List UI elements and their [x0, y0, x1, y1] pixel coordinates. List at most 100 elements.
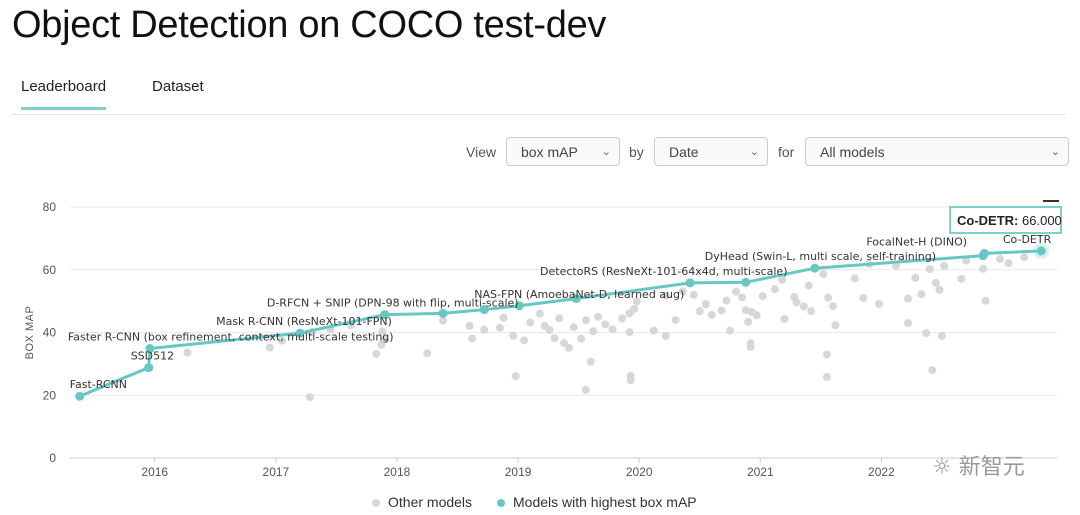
other-model-point [550, 334, 559, 343]
other-model-point [726, 326, 735, 335]
best-model-point [145, 344, 155, 354]
best-model-point [685, 278, 695, 288]
tooltip-model: Co-DETR: [957, 213, 1019, 228]
other-model-point [707, 310, 716, 319]
model-label: D-RFCN + SNIP (DPN-98 with flip, multi-s… [267, 297, 519, 310]
models-select-value: All models [820, 144, 885, 160]
other-model-point [931, 278, 940, 287]
page-title: Object Detection on COCO test-dev [12, 4, 607, 46]
model-label: DyHead (Swin-L, multi scale, self-traini… [705, 250, 936, 263]
best-model-point [479, 305, 489, 315]
best-models-series [75, 242, 1050, 401]
best-model-point [438, 308, 448, 318]
chart-menu-icon[interactable] [1043, 200, 1059, 202]
other-model-point [979, 264, 988, 273]
y-axis: 0 20 40 60 80 BOX MAP [24, 200, 56, 465]
best-model-point [144, 363, 154, 373]
other-model-point [738, 293, 747, 302]
other-model-point [586, 357, 595, 366]
legend-best-models[interactable]: Models with highest box mAP [497, 494, 697, 510]
other-model-point [277, 336, 286, 345]
model-label: Mask R-CNN (ResNeXt-101-FPN) [216, 315, 392, 328]
legend-other-models[interactable]: Other models [372, 494, 472, 510]
best-model-point [75, 391, 85, 401]
other-model-point [937, 331, 946, 340]
for-label: for [778, 144, 795, 160]
other-model-point [922, 329, 931, 338]
other-model-point [265, 343, 274, 352]
other-model-point [630, 304, 639, 313]
other-model-point [758, 292, 767, 301]
other-model-point [807, 307, 816, 316]
other-model-point [957, 274, 966, 283]
other-model-point [822, 350, 831, 359]
other-model-point [564, 343, 573, 352]
x-tick-label: 2021 [747, 465, 774, 479]
other-model-point [480, 325, 489, 334]
other-model-point [608, 325, 617, 334]
other-model-point [545, 325, 554, 334]
other-model-point [744, 317, 753, 326]
other-model-point [819, 270, 828, 279]
other-model-point [962, 256, 971, 265]
other-model-point [850, 274, 859, 283]
other-model-point [799, 302, 808, 311]
chart-tooltip: Co-DETR: 66.000 [949, 206, 1062, 234]
other-model-point [581, 385, 590, 394]
other-model-point [778, 275, 787, 284]
tab-leaderboard[interactable]: Leaderboard [21, 78, 107, 110]
y-tick-label: 40 [43, 326, 57, 340]
other-model-point [752, 311, 761, 320]
other-model-point [925, 265, 934, 274]
other-model-point [678, 287, 687, 296]
other-model-point [804, 281, 813, 290]
other-model-point [1020, 253, 1029, 262]
watermark-text: 新智元 [958, 455, 1025, 480]
other-model-point [717, 306, 726, 315]
metric-select[interactable]: box mAP ⌄ [506, 137, 620, 166]
other-model-point [824, 293, 833, 302]
other-model-point [581, 316, 590, 325]
group-by-select[interactable]: Date ⌄ [654, 137, 768, 166]
x-axis: 2016 2017 2018 2019 2020 2021 2022 [141, 458, 895, 479]
other-model-point [859, 293, 868, 302]
other-model-point [981, 296, 990, 305]
other-model-point [822, 373, 831, 382]
other-model-point [535, 309, 544, 318]
tab-dataset[interactable]: Dataset [152, 78, 204, 95]
tab-bar: Leaderboard Dataset [11, 66, 1067, 115]
other-model-point [495, 323, 504, 332]
x-tick-label: 2019 [505, 465, 532, 479]
best-model-point [571, 294, 581, 304]
other-model-point [828, 302, 837, 311]
tooltip-value: 66.000 [1022, 213, 1062, 228]
other-model-point [569, 323, 578, 332]
other-model-point [792, 298, 801, 307]
other-model-point [661, 291, 670, 300]
other-model-point [423, 349, 432, 358]
model-label: DetectoRS (ResNeXt-101-64x4d, multi-scal… [540, 265, 787, 278]
x-tick-label: 2020 [626, 465, 653, 479]
chevron-down-icon: ⌄ [601, 146, 611, 158]
other-model-point [468, 334, 477, 343]
other-model-point [577, 334, 586, 343]
other-model-point [649, 326, 658, 335]
models-select[interactable]: All models ⌄ [805, 137, 1069, 166]
other-model-point [904, 294, 913, 303]
other-model-point [741, 306, 750, 315]
other-model-point [935, 285, 944, 294]
other-model-point [671, 315, 680, 324]
x-tick-label: 2016 [141, 465, 168, 479]
model-label: FocalNet-H (DINO) [866, 235, 967, 248]
other-model-point [770, 285, 779, 294]
model-label: Fast-RCNN [70, 378, 127, 391]
other-model-point [831, 321, 840, 330]
y-tick-label: 20 [43, 388, 57, 402]
other-model-point [928, 366, 937, 375]
other-model-point [940, 261, 949, 270]
other-model-point [632, 297, 641, 306]
other-model-point [305, 393, 314, 402]
other-model-point [380, 335, 389, 344]
other-model-point [780, 315, 789, 324]
other-model-point [594, 312, 603, 321]
